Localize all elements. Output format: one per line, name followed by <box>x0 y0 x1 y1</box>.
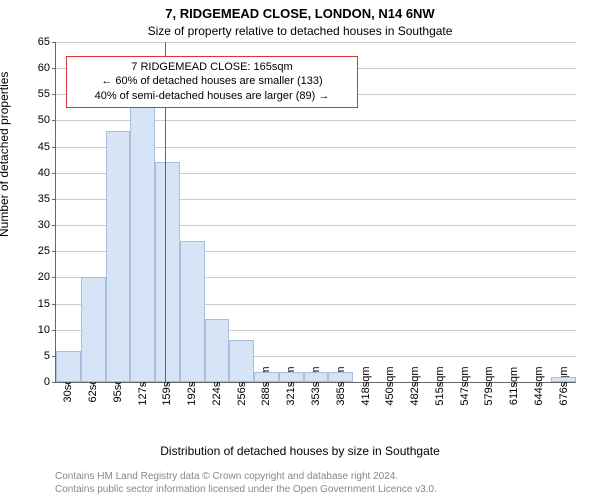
histogram-bar <box>551 377 576 382</box>
histogram-bar <box>304 372 329 382</box>
annotation-line3: 40% of semi-detached houses are larger (… <box>73 89 350 104</box>
ytick-label: 60 <box>38 62 50 74</box>
y-axis-label: Number of detached properties <box>0 72 11 237</box>
ytick-label: 5 <box>44 350 50 362</box>
ytick-label: 15 <box>38 298 50 310</box>
ytick-mark <box>52 304 56 305</box>
ytick-label: 50 <box>38 114 50 126</box>
ytick-label: 10 <box>38 324 50 336</box>
chart-subtitle: Size of property relative to detached ho… <box>0 24 600 38</box>
xtick-label: 482sqm <box>409 366 421 405</box>
attribution-line2: Contains public sector information licen… <box>55 483 437 496</box>
ytick-mark <box>52 277 56 278</box>
histogram-bar <box>56 351 81 382</box>
ytick-label: 25 <box>38 245 50 257</box>
ytick-mark <box>52 173 56 174</box>
xtick-label: 418sqm <box>360 366 372 405</box>
ytick-label: 65 <box>38 36 50 48</box>
xtick-label: 579sqm <box>483 366 495 405</box>
xtick-label: 676sqm <box>558 366 570 405</box>
histogram-bar <box>254 372 279 382</box>
ytick-label: 40 <box>38 167 50 179</box>
ytick-label: 0 <box>44 376 50 388</box>
xtick-label: 515sqm <box>434 366 446 405</box>
ytick-mark <box>52 42 56 43</box>
xtick-label: 547sqm <box>459 366 471 405</box>
xtick-label: 644sqm <box>533 366 545 405</box>
ytick-label: 55 <box>38 88 50 100</box>
ytick-mark <box>52 251 56 252</box>
histogram-bar <box>205 319 230 382</box>
histogram-bar <box>130 105 155 382</box>
histogram-bar <box>180 241 205 382</box>
ytick-mark <box>52 94 56 95</box>
plot-area: 7 RIDGEMEAD CLOSE: 165sqm ← 60% of detac… <box>55 42 576 383</box>
histogram-bar <box>328 372 353 382</box>
attribution-line1: Contains HM Land Registry data © Crown c… <box>55 470 437 483</box>
annotation-line1: 7 RIDGEMEAD CLOSE: 165sqm <box>73 60 350 75</box>
ytick-label: 35 <box>38 193 50 205</box>
xtick-label: 450sqm <box>384 366 396 405</box>
attribution-text: Contains HM Land Registry data © Crown c… <box>55 470 437 496</box>
chart-container: 7, RIDGEMEAD CLOSE, LONDON, N14 6NW Size… <box>0 0 600 500</box>
gridline <box>56 42 576 43</box>
x-axis-label: Distribution of detached houses by size … <box>0 444 600 458</box>
histogram-bar <box>229 340 254 382</box>
ytick-mark <box>52 199 56 200</box>
annotation-box: 7 RIDGEMEAD CLOSE: 165sqm ← 60% of detac… <box>66 56 357 109</box>
annotation-line2: ← 60% of detached houses are smaller (13… <box>73 74 350 89</box>
histogram-bar <box>81 277 106 382</box>
ytick-mark <box>52 225 56 226</box>
ytick-mark <box>52 147 56 148</box>
ytick-label: 20 <box>38 271 50 283</box>
chart-title-address: 7, RIDGEMEAD CLOSE, LONDON, N14 6NW <box>0 6 600 21</box>
histogram-bar <box>279 372 304 382</box>
ytick-mark <box>52 330 56 331</box>
ytick-mark <box>52 68 56 69</box>
ytick-mark <box>52 120 56 121</box>
histogram-bar <box>106 131 131 382</box>
ytick-mark <box>52 382 56 383</box>
ytick-label: 30 <box>38 219 50 231</box>
histogram-bar <box>155 162 180 382</box>
ytick-label: 45 <box>38 141 50 153</box>
xtick-label: 611sqm <box>508 367 520 405</box>
